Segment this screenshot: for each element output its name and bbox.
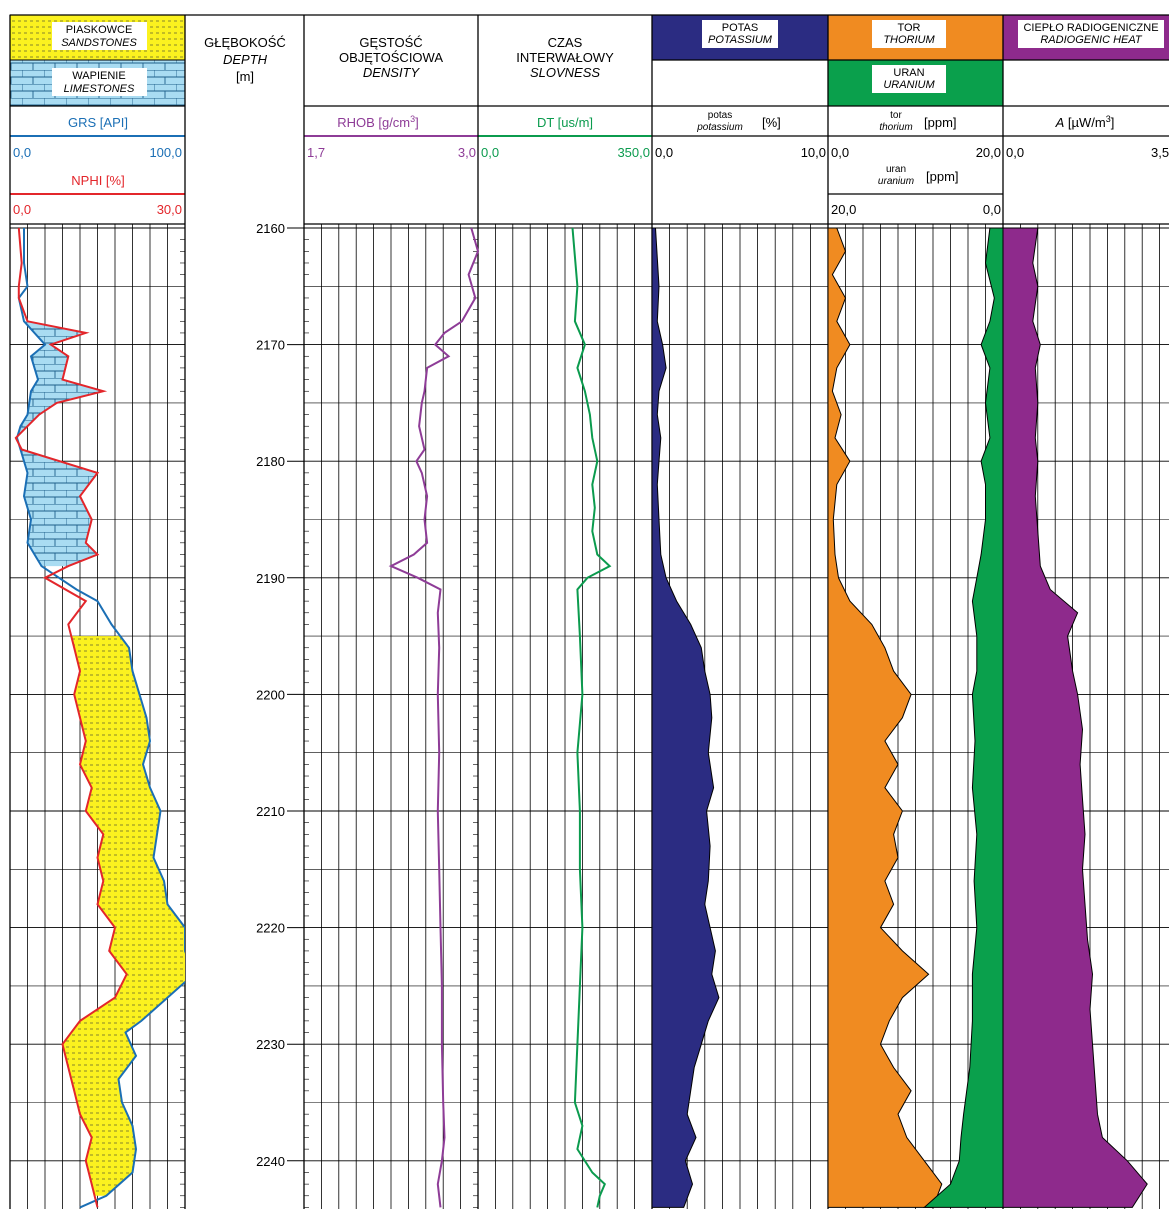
sandstone-legend-label-en: SANDSTONES — [61, 37, 137, 49]
dt-curve — [571, 227, 612, 1208]
uranium-scale-top: uran — [886, 164, 906, 175]
slowness-header-pl2: INTERWAŁOWY — [516, 50, 614, 65]
potassium-header-en: POTASSIUM — [708, 34, 773, 46]
potassium-scale-unit: [%] — [762, 115, 781, 130]
rhob-scale-min: 1,7 — [307, 145, 325, 160]
limestone-legend-label-pl: WAPIENIE — [72, 70, 125, 82]
thorium-scale-unit: [ppm] — [924, 115, 957, 130]
grs-scale-max: 100,0 — [149, 145, 182, 160]
potassium-scale-max: 10,0 — [801, 145, 826, 160]
density-header-en: DENSITY — [363, 65, 421, 80]
depth-tick-label: 2190 — [256, 571, 285, 586]
rhob-scale-max: 3,0 — [458, 145, 476, 160]
grs-scale-label: GRS [API] — [68, 115, 128, 130]
rhob-curve — [388, 227, 480, 1208]
sandstone-legend-label-pl: PIASKOWCE — [66, 24, 133, 36]
uranium-area — [922, 227, 1004, 1208]
depth-tick-label: 2200 — [256, 687, 285, 702]
depth-tick-label: 2240 — [256, 1154, 285, 1169]
grs-scale-min: 0,0 — [13, 145, 31, 160]
nphi-scale-max: 30,0 — [157, 202, 182, 217]
log-curves — [14, 227, 1148, 1209]
potassium-scale-top: potas — [708, 110, 732, 121]
heat-scale-min: 0,0 — [1006, 145, 1024, 160]
depth-tick-label: 2210 — [256, 804, 285, 819]
limestone-legend-label-en: LIMESTONES — [64, 83, 135, 95]
grs-curve — [15, 228, 185, 1209]
thorium-scale-top: tor — [890, 110, 902, 121]
heat-area — [1002, 227, 1148, 1208]
track-1-lithology — [14, 227, 185, 1209]
uranium-scale-bottom: uranium — [878, 176, 914, 187]
nphi-curve — [14, 227, 128, 1208]
thorium-scale-bottom: thorium — [879, 122, 912, 133]
nphi-scale-min: 0,0 — [13, 202, 31, 217]
potassium-area — [651, 227, 720, 1208]
depth-axis: 2160 2170 2180 2190 2200 2210 2220 2230 2240 — [256, 221, 304, 1169]
log-header: PIASKOWCE SANDSTONES WAPIENIE LIMESTONES… — [9, 14, 1169, 217]
thorium-header-en: THORIUM — [883, 34, 935, 46]
depth-tick-label: 2160 — [256, 221, 285, 236]
uranium-scale-min: 20,0 — [831, 202, 856, 217]
density-header-pl2: OBJĘTOŚCIOWA — [339, 50, 443, 65]
sandstone-fill — [62, 636, 185, 1196]
depth-tick-label: 2220 — [256, 921, 285, 936]
depth-header-pl: GŁĘBOKOŚĆ — [204, 35, 286, 50]
uranium-header-pl: URAN — [893, 67, 924, 79]
uranium-scale-max: 0,0 — [983, 202, 1001, 217]
potassium-scale-bottom: potassium — [696, 122, 743, 133]
heat-scale-label: A [µW/m3] — [1055, 114, 1115, 130]
depth-header-en: DEPTH — [223, 52, 268, 67]
slowness-header-en: SLOVNESS — [530, 65, 600, 80]
depth-header-unit: [m] — [236, 69, 254, 84]
limestone-fill — [15, 321, 104, 567]
heat-scale-max: 3,5 — [1151, 145, 1169, 160]
thorium-scale-max: 20,0 — [976, 145, 1001, 160]
depth-tick-label: 2180 — [256, 454, 285, 469]
density-header-pl1: GĘSTOŚĆ — [359, 35, 422, 50]
heat-header-en: RADIOGENIC HEAT — [1040, 34, 1143, 46]
thorium-scale-min: 0,0 — [831, 145, 849, 160]
potassium-header-pl: POTAS — [722, 22, 758, 34]
rhob-scale-label: RHOB [g/cm3] — [337, 114, 419, 130]
heat-header-pl: CIEPŁO RADIOGENICZNE — [1023, 22, 1158, 34]
dt-scale-min: 0,0 — [481, 145, 499, 160]
dt-scale-max: 350,0 — [617, 145, 650, 160]
depth-tick-label: 2170 — [256, 338, 285, 353]
uranium-header-en: URANIUM — [883, 79, 935, 91]
slowness-header-pl1: CZAS — [548, 35, 583, 50]
thorium-header-pl: TOR — [897, 22, 920, 34]
potassium-scale-min: 0,0 — [655, 145, 673, 160]
depth-tick-label: 2230 — [256, 1037, 285, 1052]
nphi-scale-label: NPHI [%] — [71, 173, 124, 188]
uranium-scale-unit: [ppm] — [926, 169, 959, 184]
dt-scale-label: DT [us/m] — [537, 115, 593, 130]
thorium-area — [827, 227, 943, 1208]
